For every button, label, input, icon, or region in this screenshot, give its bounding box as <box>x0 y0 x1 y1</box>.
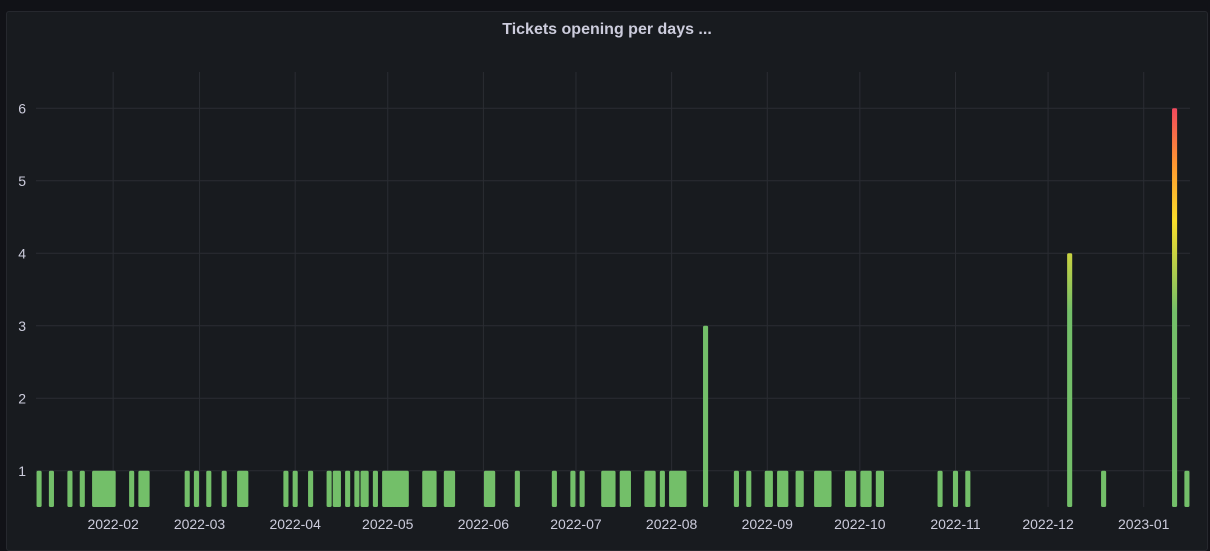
bar[interactable] <box>129 470 135 507</box>
x-tick-label: 2022-11 <box>930 516 981 532</box>
x-tick-label: 2022-05 <box>362 516 414 532</box>
bar[interactable] <box>345 470 351 507</box>
bar[interactable] <box>283 470 289 507</box>
bar[interactable] <box>1067 253 1073 507</box>
bar[interactable] <box>363 470 369 507</box>
x-tick-label: 2022-07 <box>550 516 602 532</box>
x-tick-label: 2022-08 <box>646 516 698 532</box>
bar[interactable] <box>110 470 116 507</box>
x-tick-label: 2022-02 <box>87 516 139 532</box>
bar[interactable] <box>326 470 332 507</box>
bar[interactable] <box>866 470 872 507</box>
y-tick-label: 6 <box>18 100 26 116</box>
panel-title[interactable]: Tickets opening per days ... <box>502 21 712 38</box>
bar[interactable] <box>625 470 631 507</box>
bar[interactable] <box>650 470 656 507</box>
bar[interactable] <box>570 470 576 507</box>
x-axis: 2022-02 2022-03 2022-04 2022-05 2022-06 2022-… <box>87 516 1169 532</box>
x-tick-label: 2022-12 <box>1022 516 1074 532</box>
bar[interactable] <box>308 470 314 507</box>
bar[interactable] <box>783 470 789 507</box>
bar[interactable] <box>372 470 378 507</box>
x-tick-label: 2023-01 <box>1118 516 1170 532</box>
x-tick-label: 2022-04 <box>269 516 321 532</box>
bar[interactable] <box>579 470 585 507</box>
bar[interactable] <box>36 470 42 507</box>
bar[interactable] <box>937 470 943 507</box>
bar[interactable] <box>144 470 150 507</box>
bar[interactable] <box>243 470 249 507</box>
bars-group <box>36 108 1190 507</box>
grid-lines <box>36 72 1190 507</box>
y-tick-label: 3 <box>18 318 26 334</box>
bar[interactable] <box>952 470 959 507</box>
bar[interactable] <box>826 470 832 507</box>
bar[interactable] <box>193 470 199 507</box>
bar[interactable] <box>703 325 709 507</box>
bar[interactable] <box>490 470 496 507</box>
x-tick-label: 2022-10 <box>834 516 886 532</box>
x-tick-label: 2022-06 <box>458 516 510 532</box>
y-axis: 1 2 3 4 5 6 <box>18 100 26 479</box>
bar[interactable] <box>221 470 227 507</box>
bar[interactable] <box>798 470 804 507</box>
bar[interactable] <box>403 470 409 507</box>
x-tick-label: 2022-03 <box>174 516 226 532</box>
y-tick-label: 1 <box>18 463 26 479</box>
bar[interactable] <box>292 470 298 507</box>
bar[interactable] <box>1184 470 1190 507</box>
bar[interactable] <box>878 470 884 507</box>
y-tick-label: 4 <box>18 245 26 261</box>
bar[interactable] <box>551 470 557 507</box>
bar[interactable] <box>965 470 971 507</box>
bar[interactable] <box>206 470 212 507</box>
y-tick-label: 2 <box>18 390 26 406</box>
x-tick-label: 2022-09 <box>742 516 794 532</box>
bar[interactable] <box>681 470 687 507</box>
chart-panel: Tickets opening per days ... <box>6 11 1208 551</box>
bar[interactable] <box>1172 108 1178 507</box>
bar[interactable] <box>767 470 773 507</box>
bar[interactable] <box>659 470 665 507</box>
bar[interactable] <box>733 470 739 507</box>
bar[interactable] <box>184 470 190 507</box>
bar[interactable] <box>431 470 437 507</box>
bar[interactable] <box>746 470 752 507</box>
bar[interactable] <box>851 470 857 507</box>
bar[interactable] <box>335 470 341 507</box>
bar[interactable] <box>1101 470 1107 507</box>
bar[interactable] <box>610 470 616 507</box>
bar[interactable] <box>514 470 520 507</box>
bar[interactable] <box>79 470 85 507</box>
bar[interactable] <box>67 470 73 507</box>
bar[interactable] <box>354 470 360 507</box>
bar[interactable] <box>48 470 54 507</box>
y-tick-label: 5 <box>18 173 26 189</box>
bar[interactable] <box>450 470 456 507</box>
